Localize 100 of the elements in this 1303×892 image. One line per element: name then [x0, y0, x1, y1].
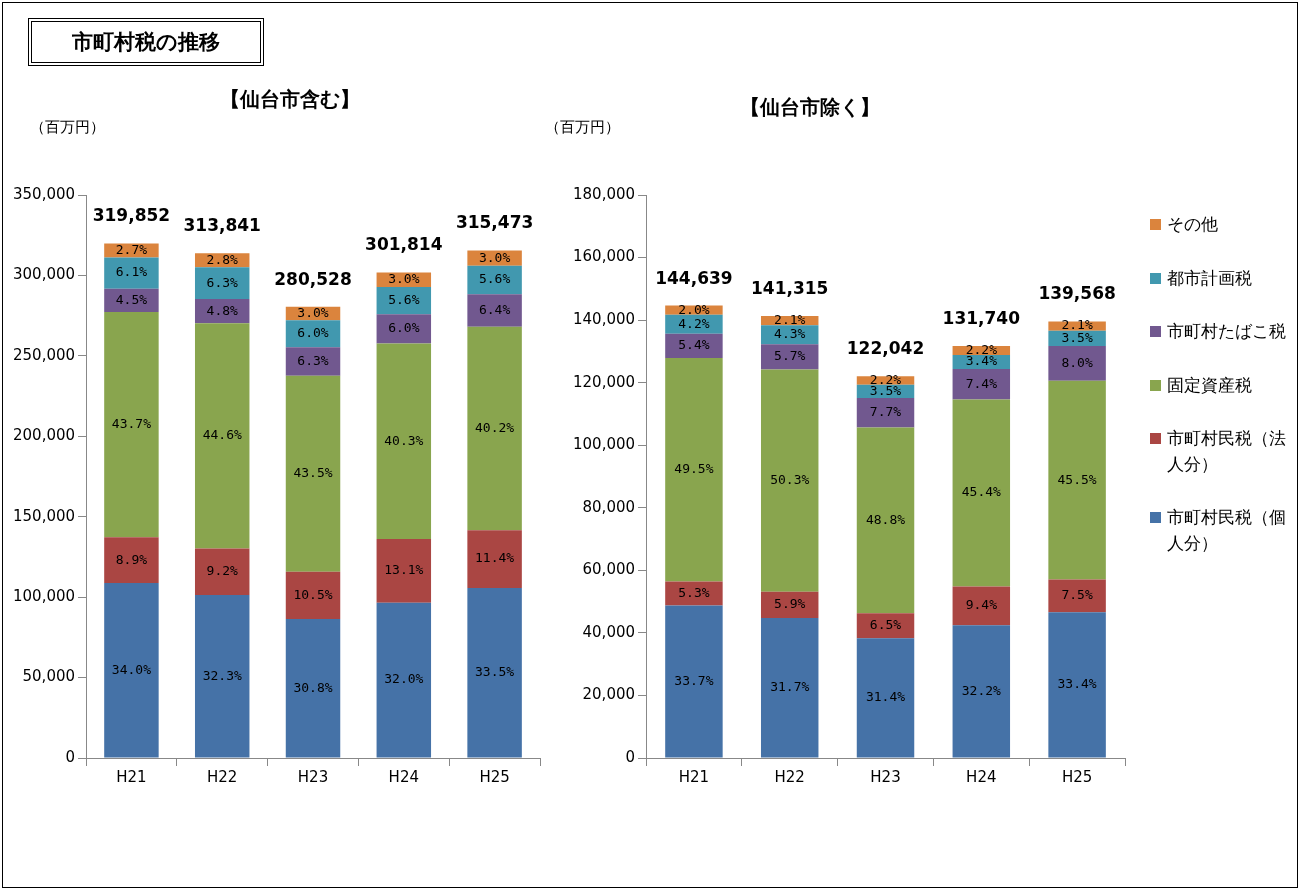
x-tick-label: H25 — [1061, 767, 1093, 786]
total-label: 144,639 — [655, 267, 733, 288]
bar — [1048, 345, 1106, 381]
annotation: 32.0% — [384, 671, 424, 687]
annotation: 7.4% — [965, 375, 998, 391]
annotation: 7.5% — [1061, 587, 1093, 603]
bar — [665, 333, 723, 359]
annotation: 40.2% — [475, 419, 515, 435]
bar — [467, 265, 522, 295]
bar — [376, 539, 432, 603]
annotation: 31.4% — [865, 689, 906, 705]
y-tick-label: 50,000 — [22, 667, 76, 686]
bar — [104, 537, 159, 584]
bar — [665, 358, 723, 582]
annotation: 6.0% — [297, 325, 329, 341]
y-axis-title: （百万円） — [30, 118, 105, 137]
y-tick-label: 180,000 — [573, 184, 636, 203]
annotation: 31.7% — [770, 679, 810, 695]
annotation: 2.7% — [115, 241, 148, 257]
y-tick-label: 60,000 — [582, 560, 636, 579]
annotation: 6.3% — [297, 352, 329, 368]
x-tick-label: H25 — [479, 767, 510, 786]
total-label: 313,841 — [183, 215, 261, 236]
bar — [760, 369, 819, 592]
x-tick-label: H24 — [966, 767, 997, 786]
y-tick-label: 0 — [65, 747, 76, 766]
bar — [104, 583, 159, 758]
bar — [285, 347, 341, 376]
y-tick-label: 20,000 — [582, 685, 636, 704]
bar — [376, 343, 432, 540]
x-tick-label: H23 — [297, 767, 329, 786]
annotation: 8.9% — [115, 551, 148, 567]
annotation: 13.1% — [384, 562, 424, 578]
annotation: 32.2% — [961, 682, 1002, 698]
bar — [760, 344, 819, 370]
annotation: 44.6% — [202, 427, 242, 443]
chart-title: 【仙台市除く】 — [740, 94, 880, 121]
bar — [467, 326, 522, 531]
bar — [856, 427, 915, 614]
x-tick-label: H24 — [388, 767, 419, 786]
y-tick-label: 250,000 — [13, 345, 76, 364]
annotation: 30.8% — [293, 679, 333, 695]
total-label: 122,042 — [846, 338, 925, 359]
total-label: 141,315 — [751, 277, 829, 298]
annotation: 43.5% — [293, 465, 333, 481]
bar — [194, 594, 250, 758]
bar — [665, 581, 723, 606]
bar — [1048, 321, 1106, 331]
y-tick-label: 140,000 — [573, 310, 636, 328]
annotation: 2.8% — [206, 251, 239, 267]
y-tick-label: 120,000 — [573, 372, 636, 391]
y-tick-label: 40,000 — [582, 622, 636, 641]
total-label: 139,568 — [1038, 283, 1116, 304]
y-tick-label: 200,000 — [13, 426, 76, 445]
bar — [194, 323, 250, 549]
total-label: 301,814 — [365, 234, 443, 255]
annotation: 6.1% — [115, 264, 148, 280]
annotation: 6.3% — [206, 274, 239, 290]
x-tick-label: H21 — [116, 767, 147, 786]
y-tick-label: 100,000 — [573, 435, 636, 454]
annotation: 11.4% — [475, 550, 515, 566]
legend-label: 市町村民税（個人分） — [1167, 506, 1287, 555]
bar — [952, 369, 1011, 400]
annotation: 50.3% — [770, 472, 810, 488]
y-tick-label: 300,000 — [13, 265, 76, 284]
annotation: 5.3% — [678, 584, 710, 600]
annotation: 6.0% — [388, 320, 420, 336]
annotation: 32.3% — [202, 667, 242, 683]
annotation: 43.7% — [111, 415, 152, 431]
y-tick-label: 150,000 — [13, 506, 76, 525]
bar — [376, 602, 432, 758]
annotation: 5.6% — [388, 292, 420, 308]
annotation: 3.0% — [388, 271, 420, 287]
annotation: 33.5% — [475, 664, 515, 680]
bar — [285, 571, 341, 620]
legend-label: その他 — [1167, 213, 1218, 236]
bar — [194, 267, 250, 300]
bar — [467, 294, 522, 327]
bar — [1048, 612, 1106, 758]
annotation: 5.7% — [774, 348, 806, 364]
bar — [856, 398, 915, 428]
bar — [856, 638, 915, 758]
annotation: 48.8% — [865, 511, 906, 527]
bar — [194, 548, 250, 595]
chart-subtitle: 【仙台市含む】 — [220, 86, 360, 113]
y-tick-label: 80,000 — [582, 497, 636, 516]
bar — [760, 591, 819, 618]
total-label: 280,528 — [274, 268, 352, 289]
bar — [1048, 380, 1106, 580]
total-label: 131,740 — [942, 307, 1021, 328]
annotation: 10.5% — [293, 586, 333, 602]
annotation: 3.0% — [297, 304, 329, 320]
annotation: 7.7% — [869, 404, 902, 420]
annotation: 4.2% — [678, 315, 710, 331]
bar — [952, 586, 1011, 626]
annotation: 33.4% — [1057, 676, 1097, 692]
annotation: 45.4% — [961, 484, 1002, 500]
annotation: 2.0% — [678, 301, 710, 317]
y-tick-label: 0 — [625, 747, 636, 766]
total-label: 315,473 — [455, 212, 534, 233]
